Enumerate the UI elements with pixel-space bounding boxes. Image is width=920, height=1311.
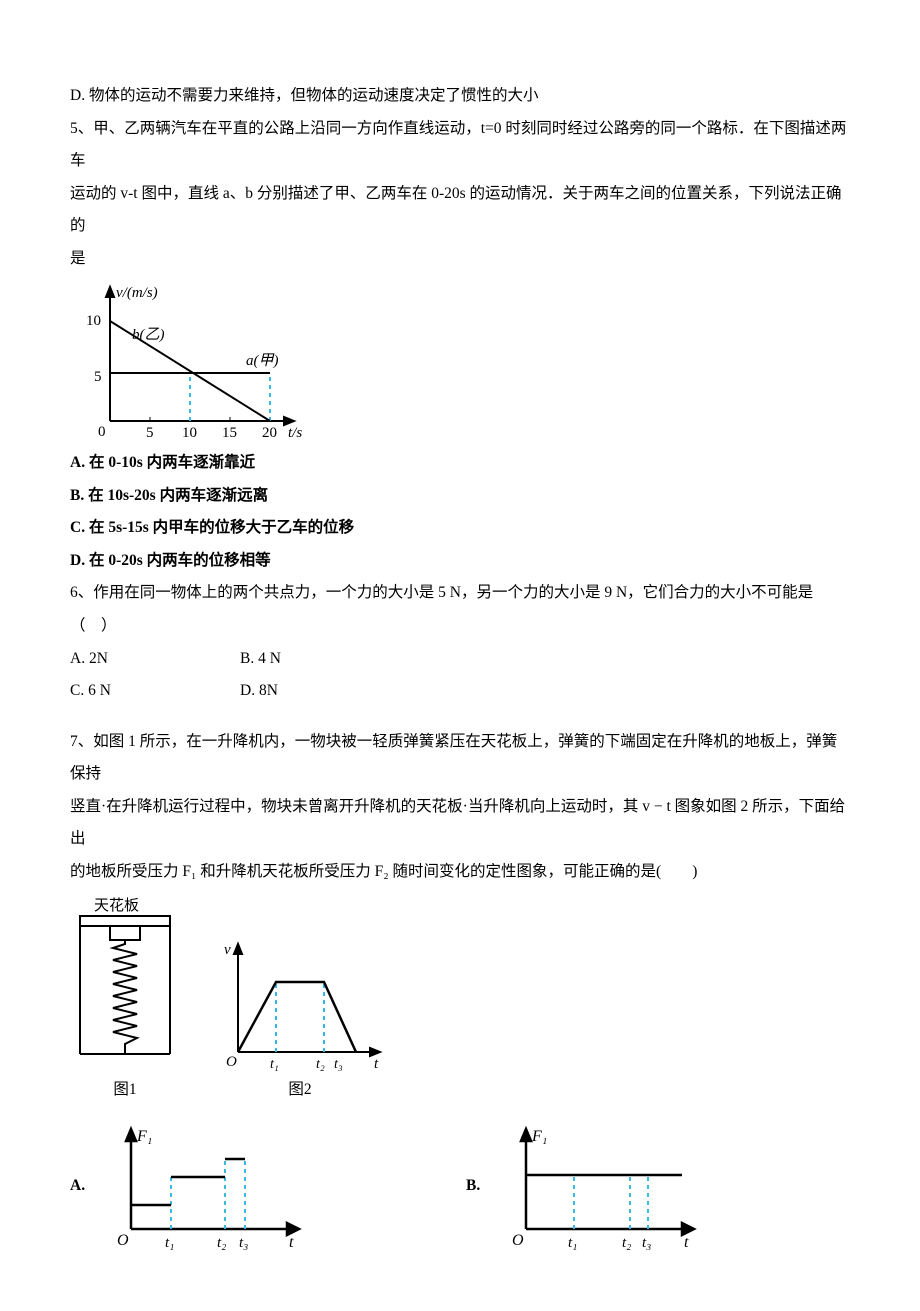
q7-ceiling-label: 天花板 <box>94 896 139 914</box>
q5-vt-chart: v/(m/s) 10 5 0 5 10 15 20 t/s b(乙) a(甲) <box>70 281 850 441</box>
q5-stem-line3: 是 <box>70 243 850 276</box>
q5-origin: 0 <box>98 424 106 440</box>
q6-stem: 6、作用在同一物体上的两个共点力，一个力的大小是 5 N，另一个力的大小是 9 … <box>70 577 850 642</box>
q7-b-ylabel: F₁ <box>531 1128 547 1145</box>
q7-figure-1: 天花板 图1 <box>70 894 180 1107</box>
q7-b-xlabel: t <box>684 1234 689 1251</box>
q7-option-b-label: B. <box>466 1170 480 1203</box>
q7-vt-xlabel: t <box>374 1056 379 1072</box>
q5-xtick-15: 15 <box>222 425 237 441</box>
q7-vt-t2: t₂ <box>316 1057 325 1072</box>
q7-vt-ylabel: v <box>224 942 231 958</box>
q6-option-c: C. 6 N <box>70 675 240 708</box>
q5-stem-line2: 运动的 v-t 图中，直线 a、b 分别描述了甲、乙两车在 0-20s 的运动情… <box>70 178 850 243</box>
q7-a-ylabel: F₁ <box>136 1128 152 1145</box>
q7-figure-2: v t O t₁ t₂ t₃ 图2 <box>210 934 390 1107</box>
q7-fig2-caption: 图2 <box>210 1074 390 1107</box>
q5-option-a: A. 在 0-10s 内两车逐渐靠近 <box>70 447 850 480</box>
q7-option-a-chart: F₁ t O t₁ t₂ t₃ <box>97 1121 307 1251</box>
q7-stem-line2: 竖直·在升降机运行过程中，物块未曾离开升降机的天花板·当升降机向上运动时，其 v… <box>70 791 850 856</box>
q5-label-a: a(甲) <box>246 353 279 369</box>
q6-option-a: A. 2N <box>70 643 240 676</box>
q7-a-t2: t₂ <box>217 1235 226 1251</box>
q7-a-t3: t₃ <box>239 1235 248 1251</box>
q7-vt-t3: t₃ <box>334 1057 343 1072</box>
q7-a-origin: O <box>117 1232 129 1249</box>
q5-ytick-10: 10 <box>86 313 101 329</box>
q5-ytick-5: 5 <box>94 369 102 385</box>
q5-xtick-5: 5 <box>146 425 154 441</box>
q7-fig1-caption: 图1 <box>70 1074 180 1107</box>
q5-ylabel: v/(m/s) <box>116 285 158 301</box>
q7-option-a-label: A. <box>70 1170 85 1203</box>
q7-vt-t1: t₁ <box>270 1057 279 1072</box>
q5-xlabel: t/s <box>288 425 302 441</box>
q5-xtick-20: 20 <box>262 425 277 441</box>
q7-stem-line3: 的地板所受压力 F₁ 和升降机天花板所受压力 F₂ 随时间变化的定性图象，可能正… <box>70 856 850 889</box>
q7-stem-line1: 7、如图 1 所示，在一升降机内，一物块被一轻质弹簧紧压在天花板上，弹簧的下端固… <box>70 726 850 791</box>
q7-b-t1: t₁ <box>568 1235 577 1251</box>
q7-b-t3: t₃ <box>642 1235 651 1251</box>
q7-b-origin: O <box>512 1232 524 1249</box>
q7-option-b-chart: F₁ t O t₁ t₂ t₃ <box>492 1121 702 1251</box>
q5-option-d: D. 在 0-20s 内两车的位移相等 <box>70 545 850 578</box>
q6-option-d: D. 8N <box>240 675 410 708</box>
q5-stem-line1: 5、甲、乙两辆汽车在平直的公路上沿同一方向作直线运动，t=0 时刻同时经过公路旁… <box>70 113 850 178</box>
q4-option-d: D. 物体的运动不需要力来维持，但物体的运动速度决定了惯性的大小 <box>70 80 850 113</box>
q6-option-b: B. 4 N <box>240 643 410 676</box>
q5-option-c: C. 在 5s-15s 内甲车的位移大于乙车的位移 <box>70 512 850 545</box>
q7-b-t2: t₂ <box>622 1235 631 1251</box>
q7-a-xlabel: t <box>289 1234 294 1251</box>
q5-label-b: b(乙) <box>132 327 165 343</box>
q7-vt-origin: O <box>226 1054 237 1070</box>
q5-xtick-10: 10 <box>182 425 197 441</box>
q5-option-b: B. 在 10s-20s 内两车逐渐远离 <box>70 480 850 513</box>
q7-a-t1: t₁ <box>165 1235 174 1251</box>
